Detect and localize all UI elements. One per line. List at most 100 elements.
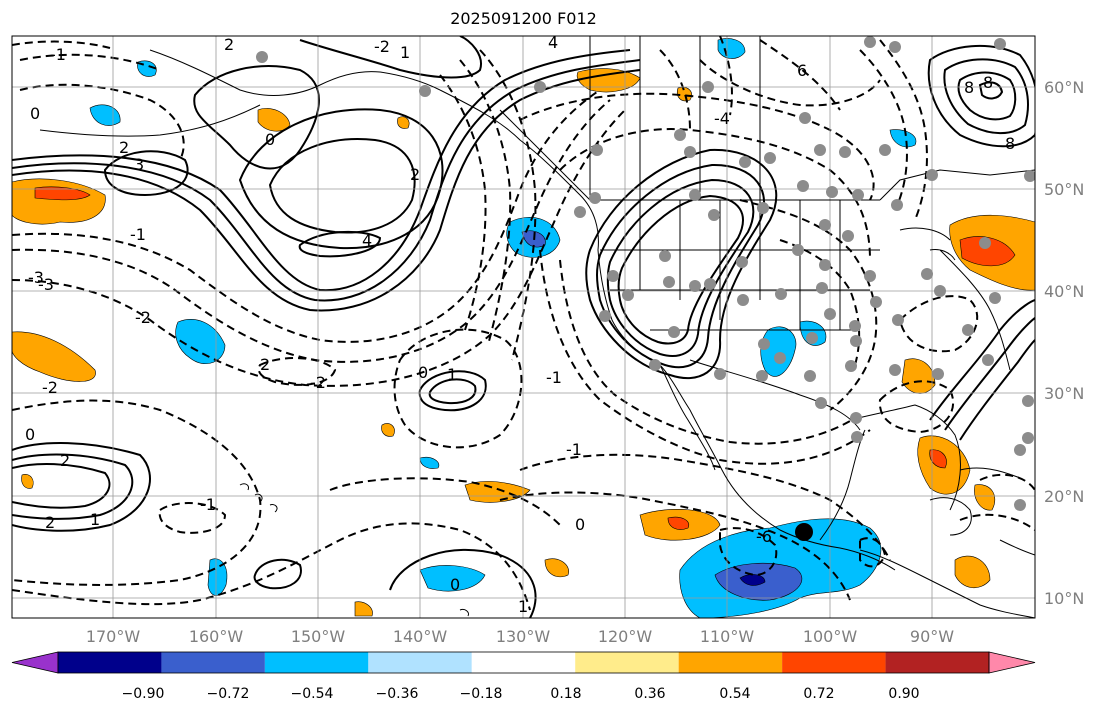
blue-area-12 [419,457,440,469]
graticule [12,36,1035,618]
solid-contours [12,36,1035,618]
orange-area-16 [544,558,569,578]
colorbar-tick-label: 0.72 [803,686,834,702]
orange-area-15 [381,423,395,437]
lon-label: 110°W [700,627,755,646]
lat-label: 40°N [1044,282,1084,301]
contour-label: 4 [362,231,372,250]
contour-label: 0 [25,425,35,444]
lon-label: 140°W [393,627,448,646]
blue-area-8 [207,558,228,596]
contour-label: 8 [983,73,993,92]
blue-area-11 [889,129,917,148]
east-coast [939,249,1011,371]
contour-label: -1 [546,368,562,387]
lon-label: 120°W [598,627,653,646]
colorbar-segment [575,652,679,673]
colorbar-tick-label: 0.18 [550,686,581,702]
station-marker [795,523,813,541]
gulf-coast [849,404,961,511]
contour-label: 0 [450,575,460,594]
contour-label: 1 [90,510,100,529]
station-dots [256,36,1035,511]
aleutians [39,104,261,137]
contour-label: 2 [410,165,420,184]
contour-label: -6 [756,527,772,546]
colorbar-segment [885,652,989,673]
alaska-coast [149,49,441,96]
map-title: 2025091200 F012 [450,9,597,28]
caribbean [999,539,1035,556]
colorbar-segment [58,652,162,673]
lon-label: 150°W [291,627,346,646]
red-area-8 [959,236,1016,267]
blue-area-7 [419,565,486,592]
colorbar-tick-label: −0.18 [460,686,503,702]
mexico-east [819,429,866,541]
orange-area-9 [901,358,936,394]
bc-coast [499,109,591,201]
colorbar-tick-label: −0.54 [291,686,334,702]
contour-label: 1 [400,43,410,62]
colorbar-segment [161,652,265,673]
lon-label: 130°W [496,627,551,646]
colorbar-ticks: −0.90 −0.72 −0.54 −0.36 −0.18 0.18 0.36 … [122,686,920,702]
orange-area-11 [954,555,991,588]
lat-label: 50°N [1044,180,1084,199]
contour-label: 2 [60,451,70,470]
colorbar-tick-label: −0.72 [207,686,250,702]
contour-label: -4 [714,109,730,128]
orange-area-14 [21,474,34,489]
contour-label: -1 [200,495,216,514]
contour-label: 0 [575,515,585,534]
contour-label: -1 [130,225,146,244]
contour-label: -3 [28,268,44,287]
latitude-labels: 60°N 50°N 40°N 30°N 20°N 10°N [1044,78,1084,608]
contour-label: 2 [45,513,55,532]
colorbar-segment [782,652,886,673]
orange-area-3 [12,331,96,382]
orange-area-17 [354,601,373,617]
red-area-westpac [34,186,91,201]
canada-west [589,36,761,200]
yucatan [929,497,972,536]
pacific-islands [459,609,469,617]
orange-area-5 [257,108,291,132]
colorbar-extend-low [11,651,59,674]
colorbar-segment [678,652,783,673]
contour-label: -1 [566,440,582,459]
colorbar-tick-label: 0.36 [634,686,665,702]
lon-label: 90°W [910,627,954,646]
central-america [859,549,1035,618]
orange-area-18 [974,484,996,511]
red-area-6 [667,516,690,530]
lat-label: 10°N [1044,589,1084,608]
contour-label: 1 [518,597,528,616]
contour-label: 6 [797,61,807,80]
colorbar-extend-high [988,651,1036,674]
map-frame [11,35,1036,619]
cuba [959,467,1021,479]
colorbar [11,651,1036,674]
contour-label: -3 [38,275,54,294]
blue-area-5 [89,104,121,126]
colorbar-tick-label: −0.36 [376,686,419,702]
contour-label: 8 [1005,134,1015,153]
contour-label: -2 [374,37,390,56]
contour-label: 2 [224,35,234,54]
contour-label: -1 [50,45,66,64]
contour-label: 0 [30,104,40,123]
colorbar-segment [368,652,472,673]
lat-label: 30°N [1044,384,1084,403]
red-area-10 [929,449,947,469]
blue-area-1 [175,319,226,364]
colorbar-segment [264,652,369,673]
contour-labels: -1 0 2 4 6 8 3 1 -2 -3 4 2 -1 0 -4 2 -2 … [25,35,1015,616]
lat-label: 20°N [1044,487,1084,506]
contour-label: -2 [310,373,326,392]
contour-label: 2 [119,138,129,157]
canada-border-east [879,169,1035,201]
anomaly-fills [12,38,1035,618]
contour-label: 1 [447,365,457,384]
colorbar-tick-label: 0.54 [719,686,750,702]
